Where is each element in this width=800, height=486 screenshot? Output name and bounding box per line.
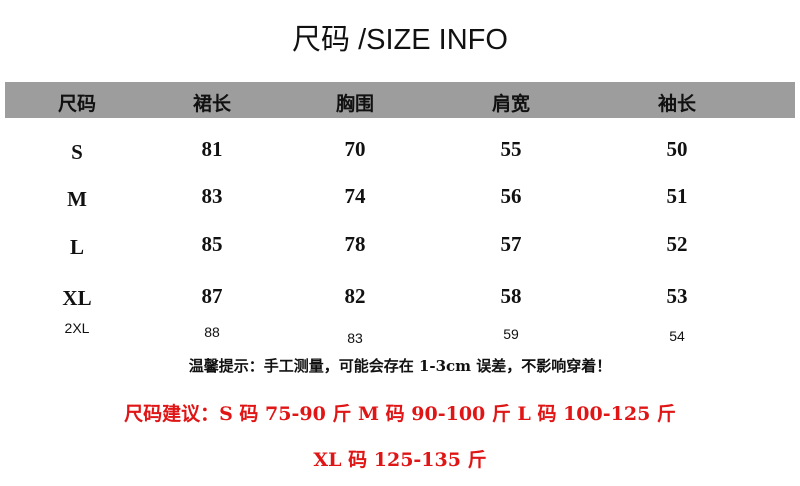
- table-row: M 83 74 56 51: [5, 184, 795, 214]
- header-shoulder: 肩宽: [491, 93, 530, 115]
- measurement-note: 温馨提示：手工测量，可能会存在 1-3cm 误差，不影响穿着！: [188, 357, 612, 375]
- bust-cell: 74: [344, 184, 366, 208]
- table-header: 尺码 裙长 胸围 肩宽 袖长: [5, 82, 795, 118]
- size-cell: L: [69, 235, 84, 259]
- size-cell: XL: [62, 286, 92, 310]
- size-cell: M: [67, 187, 87, 211]
- table-row: 2XL 88 83 59 54: [5, 320, 795, 350]
- header-sleeve: 袖长: [657, 93, 696, 115]
- shoulder-cell: 57: [500, 232, 522, 256]
- size-recommendation-line1: 尺码建议：S 码 75-90 斤 M 码 90-100 斤 L 码 100-12…: [124, 403, 676, 425]
- sleeve-cell: 52: [666, 232, 688, 256]
- page-title: 尺码 /SIZE INFO: [292, 24, 508, 56]
- sleeve-cell: 50: [666, 137, 688, 161]
- sleeve-cell: 53: [666, 284, 688, 308]
- table-row: L 85 78 57 52: [5, 232, 795, 262]
- sleeve-cell: 54: [669, 328, 685, 344]
- length-cell: 87: [201, 284, 223, 308]
- bust-cell: 83: [347, 330, 363, 346]
- header-length: 裙长: [192, 93, 231, 115]
- length-cell: 85: [201, 232, 223, 256]
- header-bust: 胸围: [335, 93, 374, 115]
- length-cell: 88: [204, 324, 220, 340]
- table-row: S 81 70 55 50: [5, 137, 795, 167]
- bust-cell: 78: [344, 232, 366, 256]
- table-row: XL 87 82 58 53: [5, 284, 795, 314]
- bust-cell: 82: [344, 284, 366, 308]
- shoulder-cell: 56: [500, 184, 522, 208]
- size-cell: S: [71, 140, 83, 164]
- length-cell: 81: [201, 137, 223, 161]
- shoulder-cell: 55: [500, 137, 522, 161]
- shoulder-cell: 58: [500, 284, 522, 308]
- size-recommendation-line2: XL 码 125-135 斤: [313, 449, 487, 471]
- size-cell: 2XL: [64, 320, 90, 336]
- length-cell: 83: [201, 184, 223, 208]
- header-size: 尺码: [57, 93, 96, 115]
- sleeve-cell: 51: [666, 184, 688, 208]
- bust-cell: 70: [344, 137, 366, 161]
- shoulder-cell: 59: [503, 326, 519, 342]
